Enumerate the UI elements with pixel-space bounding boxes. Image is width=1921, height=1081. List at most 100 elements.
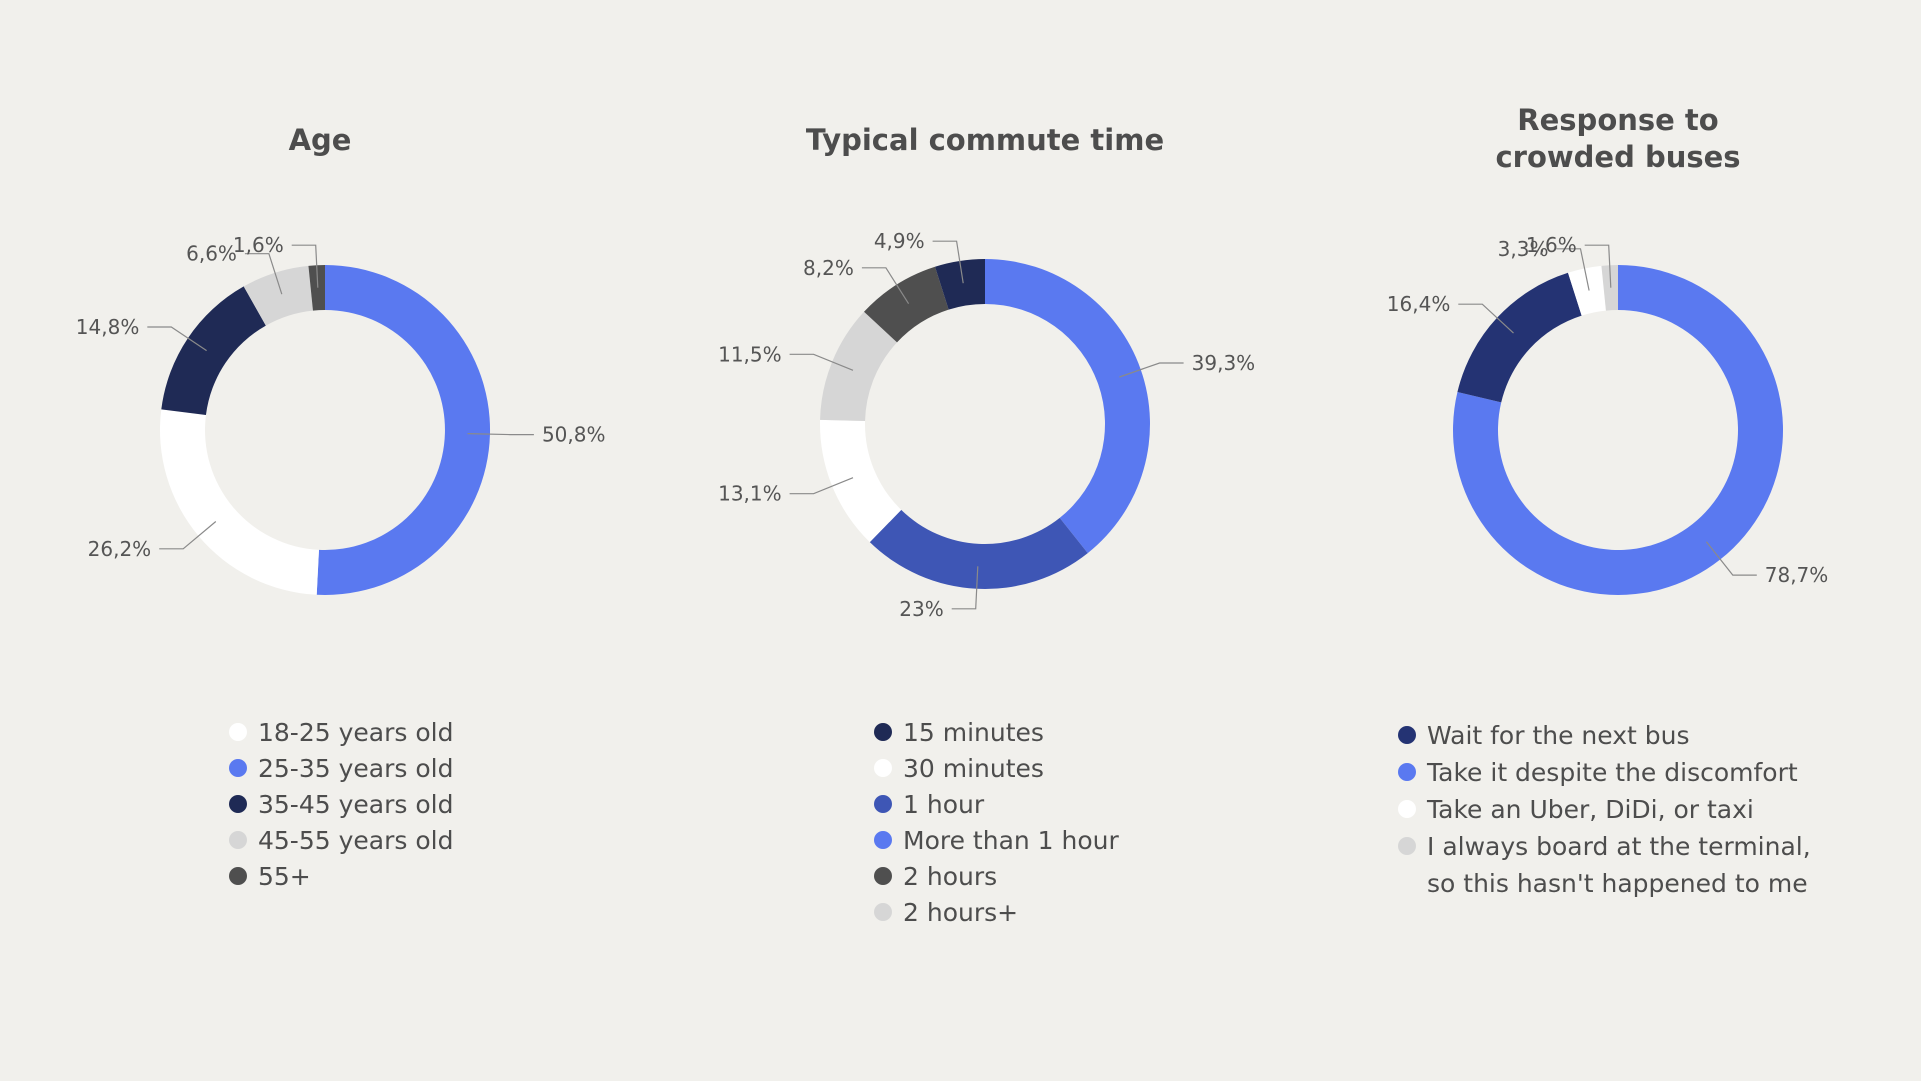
leader-line <box>1458 303 1514 334</box>
legend-marker <box>229 795 247 813</box>
slice-18-25-years-old <box>159 409 319 595</box>
slice-i-always-board-at-the-terminal-so-this-hasn-t-happened-to-me <box>1601 265 1618 311</box>
slice-label: 23% <box>899 597 943 621</box>
legend-label: Take it despite the discomfort <box>1426 758 1798 787</box>
slice-label: 1,6% <box>233 233 284 257</box>
legend-marker <box>874 759 892 777</box>
legend-item: I always board at the terminal, so this h… <box>1398 832 1811 898</box>
leader-line <box>467 433 534 436</box>
legend-label: 1 hour <box>903 790 985 819</box>
donut-chart-1: Age 50,8% 26,2% 14,8% 6,6%1,6% 18-25 years ol… <box>76 123 606 891</box>
slice-label: 26,2% <box>88 537 152 561</box>
slice-label: 16,4% <box>1387 292 1451 316</box>
legend-marker <box>1398 726 1416 744</box>
leader-line <box>1705 541 1757 576</box>
legend-marker <box>1398 837 1416 855</box>
legend-label: 2 hours <box>903 862 997 891</box>
legend-label: 25-35 years old <box>258 754 453 783</box>
slice-label: 11,5% <box>718 342 782 366</box>
legend-marker <box>229 867 247 885</box>
leader-line <box>1556 248 1590 291</box>
legend-label: I always board at the terminal, <box>1427 832 1811 861</box>
slice-2-hours <box>820 311 898 421</box>
legend-marker <box>229 723 247 741</box>
legend-marker <box>229 831 247 849</box>
slice-30-minutes <box>819 419 902 543</box>
legend-label: More than 1 hour <box>903 826 1120 855</box>
legend-label: 18-25 years old <box>258 718 453 747</box>
legend-item: 1 hour <box>874 790 985 819</box>
leader-line <box>951 566 979 610</box>
leader-line <box>159 521 217 550</box>
legend-marker <box>1398 800 1416 818</box>
legend-marker <box>874 831 892 849</box>
legend-label-line2: so this hasn't happened to me <box>1427 869 1808 898</box>
legend-item: Wait for the next bus <box>1398 721 1690 750</box>
slice-35-45-years-old <box>161 286 266 415</box>
slice-25-35-years-old <box>316 265 491 595</box>
legend-marker <box>874 867 892 885</box>
legend-item: 30 minutes <box>874 754 1044 783</box>
slice-label: 13,1% <box>718 482 782 506</box>
legend: 18-25 years old 25-35 years old 35-45 year… <box>229 718 453 891</box>
legend-label: 2 hours+ <box>903 898 1018 927</box>
legend-item: 18-25 years old <box>229 718 453 747</box>
legend-item: Take an Uber, DiDi, or taxi <box>1398 795 1754 824</box>
leader-line <box>1584 244 1612 288</box>
leader-line <box>1119 362 1184 378</box>
legend-item: 25-35 years old <box>229 754 453 783</box>
slice-label: 39,3% <box>1192 351 1256 375</box>
leader-line <box>244 253 283 295</box>
slice-45-55-years-old <box>243 265 313 326</box>
chart-title: Typical commute time <box>806 123 1164 157</box>
legend-marker <box>229 759 247 777</box>
legend-item: More than 1 hour <box>874 826 1120 855</box>
leader-line <box>147 326 207 352</box>
legend-item: 2 hours+ <box>874 898 1018 927</box>
legend-label: 55+ <box>258 862 311 891</box>
slice-2-hours <box>864 266 949 343</box>
slice-label: 3,3% <box>1498 237 1549 261</box>
leader-line <box>861 267 910 305</box>
slice-more-than-1-hour <box>985 259 1150 554</box>
leader-line <box>291 244 319 288</box>
legend-marker <box>1398 763 1416 781</box>
slice-55 <box>308 265 325 311</box>
leader-line <box>789 353 854 371</box>
leader-line <box>789 477 854 495</box>
leader-line <box>932 240 964 284</box>
slice-1-hour <box>869 509 1088 589</box>
chart-title: Age <box>289 123 352 157</box>
slice-label: 6,6% <box>186 242 237 266</box>
legend-item: 55+ <box>229 862 311 891</box>
slice-label: 50,8% <box>542 423 606 447</box>
slice-take-an-uber-didi-or-taxi <box>1568 265 1606 316</box>
legend-label: 30 minutes <box>903 754 1044 783</box>
legend-item: 2 hours <box>874 862 997 891</box>
slice-wait-for-the-next-bus <box>1457 272 1582 403</box>
slice-label: 78,7% <box>1765 563 1829 587</box>
chart-title: Response to crowded buses <box>1495 103 1740 174</box>
slice-label: 4,9% <box>874 229 925 253</box>
donut-chart-3: Response to crowded buses 78,7% 16,4% 3,3%1,… <box>1387 103 1829 898</box>
donut-chart-2: Typical commute time 39,3% 23% 13,1% 11,5% 8,… <box>718 123 1255 927</box>
legend-item: 45-55 years old <box>229 826 453 855</box>
legend-marker <box>874 723 892 741</box>
slice-label: 14,8% <box>76 315 140 339</box>
legend-item: 15 minutes <box>874 718 1044 747</box>
legend-label: 15 minutes <box>903 718 1044 747</box>
legend-item: Take it despite the discomfort <box>1398 758 1798 787</box>
slice-label: 8,2% <box>803 256 854 280</box>
legend: Wait for the next bus Take it despite the… <box>1398 721 1811 898</box>
slice-15-minutes <box>935 259 985 310</box>
legend-label: 35-45 years old <box>258 790 453 819</box>
legend-label: 45-55 years old <box>258 826 453 855</box>
legend-label: Wait for the next bus <box>1427 721 1690 750</box>
slice-label: 1,6% <box>1526 233 1577 257</box>
legend-label: Take an Uber, DiDi, or taxi <box>1426 795 1754 824</box>
legend: 15 minutes 30 minutes 1 hour More than 1 ho… <box>874 718 1120 927</box>
legend-marker <box>874 795 892 813</box>
legend-item: 35-45 years old <box>229 790 453 819</box>
